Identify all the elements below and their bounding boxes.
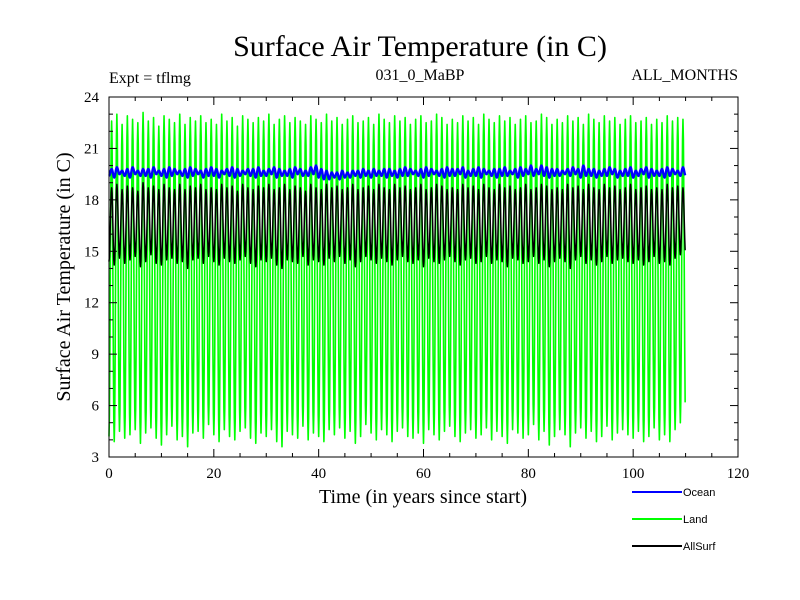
y-axis-label: Surface Air Temperature (in C) bbox=[53, 152, 75, 401]
series-ocean-line bbox=[108, 164, 687, 181]
months-label: ALL_MONTHS bbox=[631, 67, 738, 84]
x-tick-label: 20 bbox=[206, 466, 221, 482]
y-tick-label: 12 bbox=[84, 296, 99, 312]
x-tick-label: 100 bbox=[622, 466, 645, 482]
x-axis-label: Time (in years since start) bbox=[319, 486, 527, 508]
series-land-line bbox=[108, 111, 686, 448]
y-tick-label: 21 bbox=[84, 141, 99, 157]
legend-label-land: Land bbox=[683, 514, 707, 526]
expt-label: Expt = tflmg bbox=[109, 70, 191, 87]
y-tick-label: 18 bbox=[84, 193, 99, 209]
series-layer bbox=[108, 111, 687, 448]
legend-label-allsurf: AllSurf bbox=[683, 541, 716, 553]
y-tick-label: 6 bbox=[92, 399, 100, 415]
y-tick-label: 15 bbox=[84, 244, 99, 260]
series-allsurf-line bbox=[108, 181, 686, 270]
axes-layer: 0 20 40 60 80 100 120 3 6 9 12 15 18 21 24 bbox=[84, 90, 749, 482]
x-tick-label: 0 bbox=[105, 466, 113, 482]
y-tick-label: 3 bbox=[92, 450, 100, 466]
legend: Ocean Land AllSurf bbox=[632, 487, 716, 553]
x-tick-label: 60 bbox=[416, 466, 431, 482]
x-tick-label: 40 bbox=[311, 466, 326, 482]
chart-title: Surface Air Temperature (in C) bbox=[233, 30, 607, 63]
legend-label-ocean: Ocean bbox=[683, 487, 715, 499]
y-tick-label: 9 bbox=[92, 347, 100, 363]
y-tick-label: 24 bbox=[84, 90, 100, 106]
run-label: 031_0_MaBP bbox=[376, 67, 465, 84]
x-tick-label: 80 bbox=[521, 466, 536, 482]
x-tick-label: 120 bbox=[727, 466, 750, 482]
